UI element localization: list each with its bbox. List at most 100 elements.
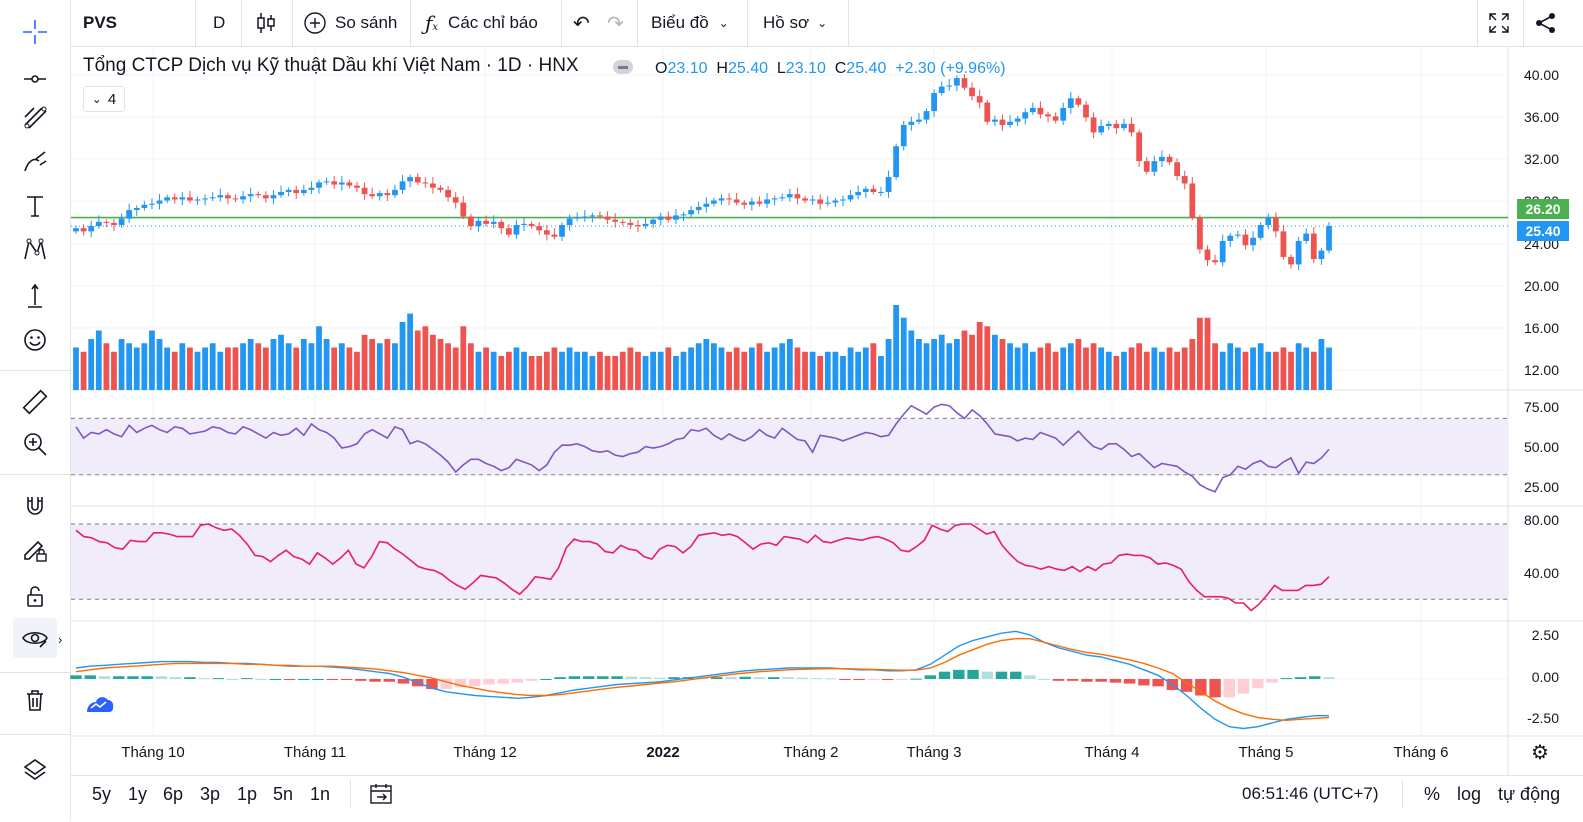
lock-icon[interactable] [13, 576, 57, 616]
lock-draw-icon[interactable] [13, 530, 57, 570]
volume-bar [1090, 343, 1097, 390]
candle-body [521, 223, 527, 225]
macd-histogram-bar [1010, 671, 1022, 679]
macd-axis-label: 0.00 [1531, 669, 1559, 685]
candle-body [262, 195, 269, 199]
range-1y[interactable]: 1y [128, 784, 148, 804]
volume-bar [748, 347, 755, 390]
rsi-line [75, 403, 1330, 493]
macd-histogram-bar [767, 677, 780, 679]
auto-toggle[interactable]: tự động [1498, 784, 1561, 804]
undo-icon[interactable]: ↶ [573, 12, 590, 35]
volume-bar [969, 334, 975, 390]
range-1d[interactable]: 1n [310, 784, 331, 804]
macd-histogram-bar [312, 679, 324, 680]
volume-bar [543, 351, 550, 390]
pattern-icon[interactable] [13, 230, 57, 270]
fib-icon[interactable] [13, 98, 57, 138]
share-icon[interactable] [1535, 0, 1557, 46]
candle-body [1037, 107, 1044, 115]
candle-body [726, 198, 732, 200]
volume-bar [1098, 347, 1105, 390]
measure-icon[interactable] [13, 276, 57, 316]
candle-body [460, 202, 467, 217]
volume-bar [392, 343, 398, 390]
settings-gear-icon[interactable]: ⚙ [1531, 742, 1549, 764]
trendline-icon[interactable] [13, 54, 57, 94]
candles-icon[interactable] [255, 0, 277, 46]
ruler-icon[interactable] [13, 382, 57, 422]
crosshair-icon[interactable] [13, 12, 57, 52]
brush-icon[interactable] [13, 142, 57, 182]
layers-icon[interactable] [13, 750, 57, 790]
macd-histogram-bar [867, 679, 880, 680]
chevron-right-icon[interactable]: › [58, 632, 63, 647]
symbol-search[interactable]: PVS [83, 13, 118, 32]
candle-body [179, 197, 186, 200]
candle-body [961, 78, 968, 88]
macd-histogram-bar [938, 671, 951, 679]
candle-body [285, 189, 292, 192]
volume-bar [923, 343, 930, 390]
volume-bar [300, 339, 307, 390]
macd-histogram-bar [84, 675, 96, 679]
time-axis-label: Tháng 12 [453, 744, 517, 761]
range-3m[interactable]: 3p [200, 784, 221, 804]
range-5y[interactable]: 5y [92, 784, 112, 804]
log-toggle[interactable]: log [1457, 784, 1482, 804]
candle-body [1242, 234, 1249, 246]
compare-button[interactable]: So sánh [303, 0, 397, 46]
volume-bar [1288, 351, 1294, 390]
trash-icon[interactable] [13, 680, 57, 720]
candle-body [673, 215, 679, 220]
candle-body [1128, 123, 1135, 133]
volume-bar [467, 343, 474, 390]
candle-body [1288, 256, 1294, 265]
redo-icon[interactable]: ↷ [607, 12, 624, 35]
time-axis-label: 2022 [646, 744, 680, 761]
candle-body [847, 195, 854, 200]
chart-type-menu[interactable]: Biểu đồ ⌄ [651, 0, 729, 46]
macd-histogram-bar [1294, 677, 1307, 679]
volume-bar [156, 339, 163, 390]
candle-body [1166, 156, 1173, 163]
zoom-icon[interactable] [13, 424, 57, 464]
price-axis-label: 12.00 [1523, 362, 1559, 378]
percent-toggle[interactable]: % [1424, 784, 1441, 804]
indicators-button[interactable]: ƒx Các chỉ báo [425, 0, 538, 46]
range-5d[interactable]: 5n [273, 784, 294, 804]
volume-bar [786, 339, 793, 390]
range-6m[interactable]: 6p [163, 784, 184, 804]
tradingview-logo[interactable] [85, 694, 115, 714]
date-range-icon[interactable] [369, 783, 393, 810]
candle-body [331, 181, 338, 185]
emoji-icon[interactable] [13, 320, 57, 360]
candle-body [900, 124, 907, 147]
clock[interactable]: 06:51:46 (UTC+7) [1242, 784, 1379, 803]
macd-histogram-bar [1252, 679, 1264, 689]
macd-histogram-bar [326, 679, 338, 680]
market-status-icon[interactable] [613, 60, 633, 74]
fullscreen-icon[interactable] [1487, 0, 1511, 46]
eye-icon[interactable] [13, 618, 57, 658]
magnet-icon[interactable] [13, 486, 57, 526]
bottom-toolbar [71, 775, 1583, 822]
volume-bar [703, 339, 710, 390]
profile-menu[interactable]: Hồ sơ ⌄ [763, 0, 827, 46]
volume-bar [650, 351, 657, 390]
macd-histogram-bar [226, 679, 239, 680]
range-1m[interactable]: 1p [237, 784, 258, 804]
indicators-collapse-button[interactable]: ⌄ 4 [83, 86, 125, 112]
macd-histogram-bar [625, 676, 638, 679]
candle-body [566, 218, 573, 225]
time-axis-label: Tháng 3 [906, 744, 962, 761]
text-icon[interactable] [13, 186, 57, 226]
macd-histogram-bar [1323, 677, 1335, 679]
candle-body [1136, 132, 1143, 162]
interval-button[interactable]: D [213, 13, 226, 32]
macd-histogram-bar [1223, 679, 1236, 698]
candle-body [536, 226, 543, 231]
candle-body [1272, 217, 1279, 232]
candle-body [771, 198, 778, 200]
